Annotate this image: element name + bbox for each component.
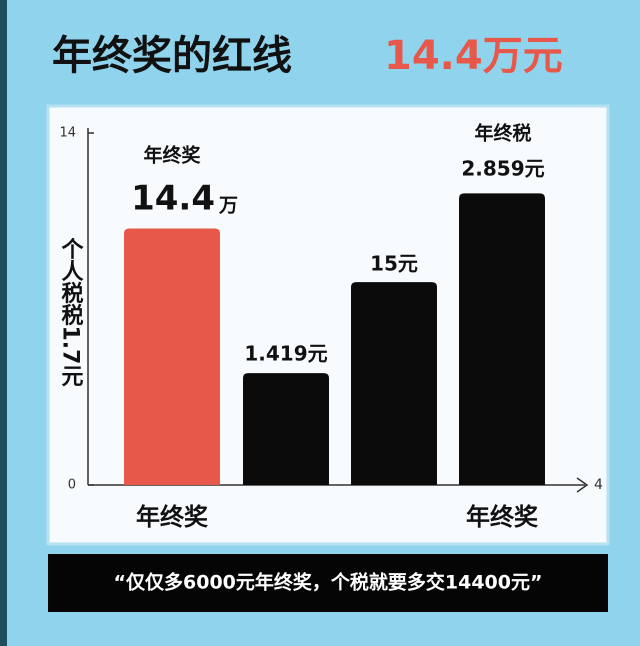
x-tick-label: 年终奖 — [466, 503, 539, 531]
title-highlight: 14.4万元 — [384, 33, 563, 79]
y-tick-label: 14 — [59, 126, 76, 141]
bar-annotation: 15元 — [370, 252, 418, 276]
bar-annotation: 2.859元 — [461, 157, 544, 181]
bar — [459, 193, 545, 486]
quote: “仅仅多6000元年终奖，个税就要多交14400元” — [114, 571, 543, 594]
y-tick-label: 0 — [68, 478, 76, 493]
x-axis-arrow — [576, 477, 589, 493]
bar — [243, 373, 329, 485]
bar-annotation: 年终税 — [474, 122, 531, 145]
bars — [124, 193, 545, 486]
bar-annotation: 14.4 — [131, 179, 215, 219]
x-tick-label: 年终奖 — [136, 503, 209, 531]
bar-annotation: 万 — [218, 195, 238, 217]
bar — [124, 228, 220, 486]
title: 年终奖的红线 — [52, 33, 292, 79]
bar-annotation: 1.419元 — [244, 342, 327, 366]
quote-banner — [48, 554, 608, 612]
y-axis-label: 个人税税1.7元 — [58, 238, 84, 387]
bar — [351, 282, 437, 485]
edge-stripe — [0, 0, 7, 646]
bar-annotation: 年终奖 — [143, 144, 201, 167]
x-axis-end-label: 4 — [594, 477, 603, 493]
